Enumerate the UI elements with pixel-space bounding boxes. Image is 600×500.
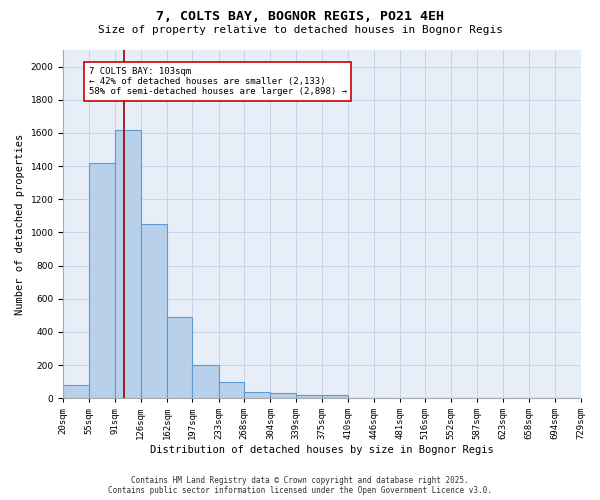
Text: Size of property relative to detached houses in Bognor Regis: Size of property relative to detached ho… xyxy=(97,25,503,35)
Y-axis label: Number of detached properties: Number of detached properties xyxy=(15,134,25,314)
Bar xyxy=(89,162,115,398)
Bar xyxy=(271,393,296,398)
Bar xyxy=(322,395,348,398)
Bar xyxy=(140,224,167,398)
Text: 7 COLTS BAY: 103sqm
← 42% of detached houses are smaller (2,133)
58% of semi-det: 7 COLTS BAY: 103sqm ← 42% of detached ho… xyxy=(89,66,347,96)
Text: Contains HM Land Registry data © Crown copyright and database right 2025.
Contai: Contains HM Land Registry data © Crown c… xyxy=(108,476,492,495)
Bar xyxy=(218,382,244,398)
Bar xyxy=(115,130,140,398)
X-axis label: Distribution of detached houses by size in Bognor Regis: Distribution of detached houses by size … xyxy=(150,445,494,455)
Text: 7, COLTS BAY, BOGNOR REGIS, PO21 4EH: 7, COLTS BAY, BOGNOR REGIS, PO21 4EH xyxy=(156,10,444,23)
Bar xyxy=(244,392,271,398)
Bar xyxy=(296,395,322,398)
Bar xyxy=(193,365,218,398)
Bar xyxy=(167,317,193,398)
Bar xyxy=(63,385,89,398)
